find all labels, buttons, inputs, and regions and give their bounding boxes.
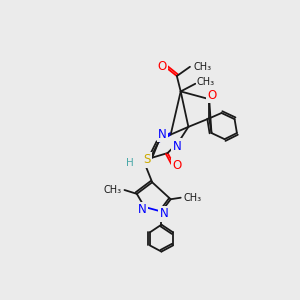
Text: CH₃: CH₃ <box>184 193 202 203</box>
Text: S: S <box>143 154 151 166</box>
Text: CH₃: CH₃ <box>193 62 211 72</box>
Text: O: O <box>207 89 216 102</box>
Text: N: N <box>172 140 181 153</box>
Text: CH₃: CH₃ <box>103 185 122 195</box>
Text: O: O <box>158 60 167 73</box>
Text: N: N <box>138 203 147 216</box>
Text: CH₃: CH₃ <box>197 77 215 87</box>
Text: H: H <box>126 158 134 168</box>
Text: N: N <box>159 207 168 220</box>
Text: O: O <box>172 159 182 172</box>
Text: N: N <box>158 128 167 141</box>
